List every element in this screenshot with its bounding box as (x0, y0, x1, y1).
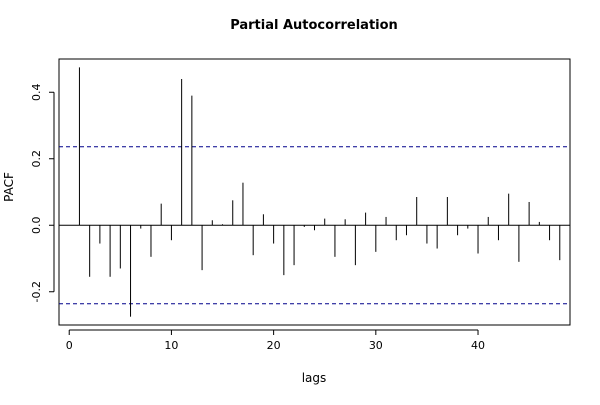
x-axis-title: lags (302, 371, 327, 385)
chart-marks: 0 10 20 30 40 -0.2 0.0 0.2 0.4 (30, 67, 570, 352)
x-tick-label-20: 20 (267, 339, 281, 352)
plot-frame (58, 58, 571, 326)
y-tick-label-3: 0.4 (30, 84, 43, 102)
chart-title: Partial Autocorrelation (230, 18, 398, 33)
x-tick-label-40: 40 (471, 339, 485, 352)
y-axis-title: PACF (2, 172, 16, 202)
x-tick-label-10: 10 (164, 339, 178, 352)
y-tick-label-2: 0.2 (30, 150, 43, 168)
x-tick-label-30: 30 (369, 339, 383, 352)
x-tick-label-0: 0 (66, 339, 73, 352)
y-tick-label-1: 0.0 (30, 217, 43, 235)
y-tick-label-0: -0.2 (30, 281, 43, 302)
